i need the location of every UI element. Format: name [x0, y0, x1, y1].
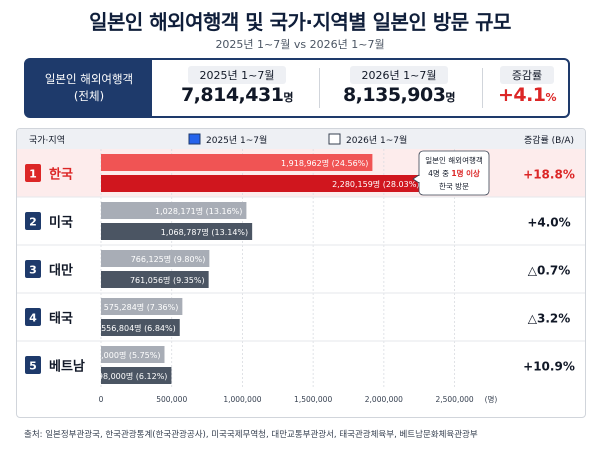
bar-2026	[101, 175, 424, 192]
callout-line3: 한국 방문	[439, 181, 469, 191]
summary-2026: 2026년 1~7월 8,135,903명	[324, 60, 474, 116]
rank-number: 2	[29, 216, 37, 229]
bar-label-2026: 556,804명 (6.84%)	[101, 323, 176, 333]
summary-growth-label: 증감률	[499, 66, 555, 84]
page-title: 일본인 해외여행객 및 국가·지역별 일본인 방문 규모	[89, 10, 511, 34]
header-region-label: 국가·지역	[29, 135, 65, 146]
bar-label-2026: 추정 498,000명 (6.12%)	[76, 371, 168, 381]
summary-2025-label: 2025년 1~7월	[187, 66, 287, 84]
category-label: 대만	[49, 263, 73, 279]
bar-label-2025: 1,028,171명 (13.16%)	[155, 206, 242, 216]
summary-label-line1: 일본인 해외여행객	[44, 72, 134, 86]
rank-badge	[25, 356, 41, 374]
growth-value: △0.7%	[528, 264, 571, 278]
summary-2026-unit: 명	[445, 91, 456, 104]
summary-growth: 증감률 +4.1%	[486, 60, 568, 116]
bar-label-2025: 575,284명 (7.36%)	[104, 302, 179, 312]
category-label: 베트남	[49, 359, 85, 375]
bar-label-2026: 1,068,787명 (13.14%)	[161, 227, 248, 237]
rank-badge	[25, 212, 41, 230]
summary-label-line2: (전체)	[73, 89, 105, 103]
header-growth-label: 증감률 (B/A)	[524, 134, 574, 146]
chart-header-bg	[17, 129, 585, 149]
rank-number: 1	[29, 168, 37, 181]
callout-line2: 4명 중 1명 이상	[428, 168, 480, 178]
summary-growth-unit: %	[545, 91, 557, 104]
category-label: 태국	[49, 312, 73, 327]
summary-2025: 2025년 1~7월 7,814,431명	[162, 60, 312, 116]
bar-2025	[101, 202, 247, 219]
bar-2026	[101, 223, 253, 240]
bar-2026	[101, 319, 180, 336]
growth-value: +18.8%	[523, 168, 575, 182]
bar-label-2026: 2,280,159명 (28.03%)	[332, 179, 419, 189]
bar-label-2025: 766,125명 (9.80%)	[131, 254, 206, 264]
summary-2025-value: 7,814,431	[180, 84, 284, 106]
category-label: 한국	[49, 167, 73, 183]
callout-line2-text: 4명 중	[428, 168, 451, 178]
rank-number: 5	[29, 360, 37, 373]
summary-2026-value: 8,135,903	[342, 84, 446, 106]
legend-swatch-2025	[188, 133, 201, 145]
summary-2025-unit: 명	[283, 91, 294, 104]
bar-2026	[101, 367, 172, 384]
category-label: 미국	[49, 215, 73, 231]
bar-chart: 국가·지역 2025년 1~7월 2026년 1~7월 증감률 (B/A) 1 한국 1,9…	[16, 128, 586, 418]
rank-badge	[25, 260, 41, 278]
x-tick-label: 2,000,000	[365, 395, 403, 404]
source-note: 출처: 일본정부관광국, 한국관광통계(한국관광공사), 미국국제무역청, 대만…	[24, 430, 478, 440]
bar-label-2026: 761,056명 (9.35%)	[130, 275, 205, 285]
rank-number: 4	[29, 312, 37, 325]
x-tick-label: 500,000	[156, 395, 187, 404]
callout-box	[418, 150, 490, 196]
bar-2026	[101, 271, 209, 288]
page-subtitle: 2025년 1~7월 vs 2026년 1~7월	[215, 38, 385, 51]
growth-value: +4.0%	[527, 216, 570, 230]
summary-panel: 일본인 해외여행객 (전체) 2025년 1~7월 7,814,431명 202…	[24, 58, 570, 118]
summary-2026-label: 2026년 1~7월	[349, 66, 449, 84]
bar-2025	[101, 346, 165, 363]
growth-value: △3.2%	[528, 312, 571, 326]
legend-label-2025: 2025년 1~7월	[206, 134, 267, 146]
callout-highlight: 1명 이상	[451, 168, 480, 178]
bar-2025	[101, 298, 183, 315]
summary-divider	[319, 68, 320, 108]
bar-chart-svg: 국가·지역 2025년 1~7월 2026년 1~7월 증감률 (B/A) 1 한국 1,9…	[17, 129, 585, 404]
x-axis-unit: (명)	[485, 394, 498, 404]
rank-badge	[25, 164, 41, 182]
summary-label: 일본인 해외여행객 (전체)	[26, 60, 152, 116]
x-tick-label: 1,000,000	[223, 395, 261, 404]
x-tick-label: 2,500,000	[435, 395, 473, 404]
bar-label-2025: 1,918,962명 (24.56%)	[281, 158, 368, 168]
growth-value: +10.9%	[523, 360, 575, 374]
x-tick-label: 0	[99, 395, 104, 404]
legend-swatch-2026	[328, 133, 341, 145]
callout-line1: 일본인 해외여행객	[425, 155, 483, 165]
summary-growth-value: +4.1	[497, 84, 546, 106]
bar-2025	[101, 250, 210, 267]
rank-badge	[25, 308, 41, 326]
bar-label-2025: 추정 449,000명 (5.75%)	[69, 350, 161, 360]
bar-2025	[101, 154, 373, 171]
legend-label-2026: 2026년 1~7월	[346, 134, 407, 146]
summary-divider	[482, 68, 483, 108]
x-tick-label: 1,500,000	[294, 395, 332, 404]
rank-number: 3	[29, 264, 37, 277]
